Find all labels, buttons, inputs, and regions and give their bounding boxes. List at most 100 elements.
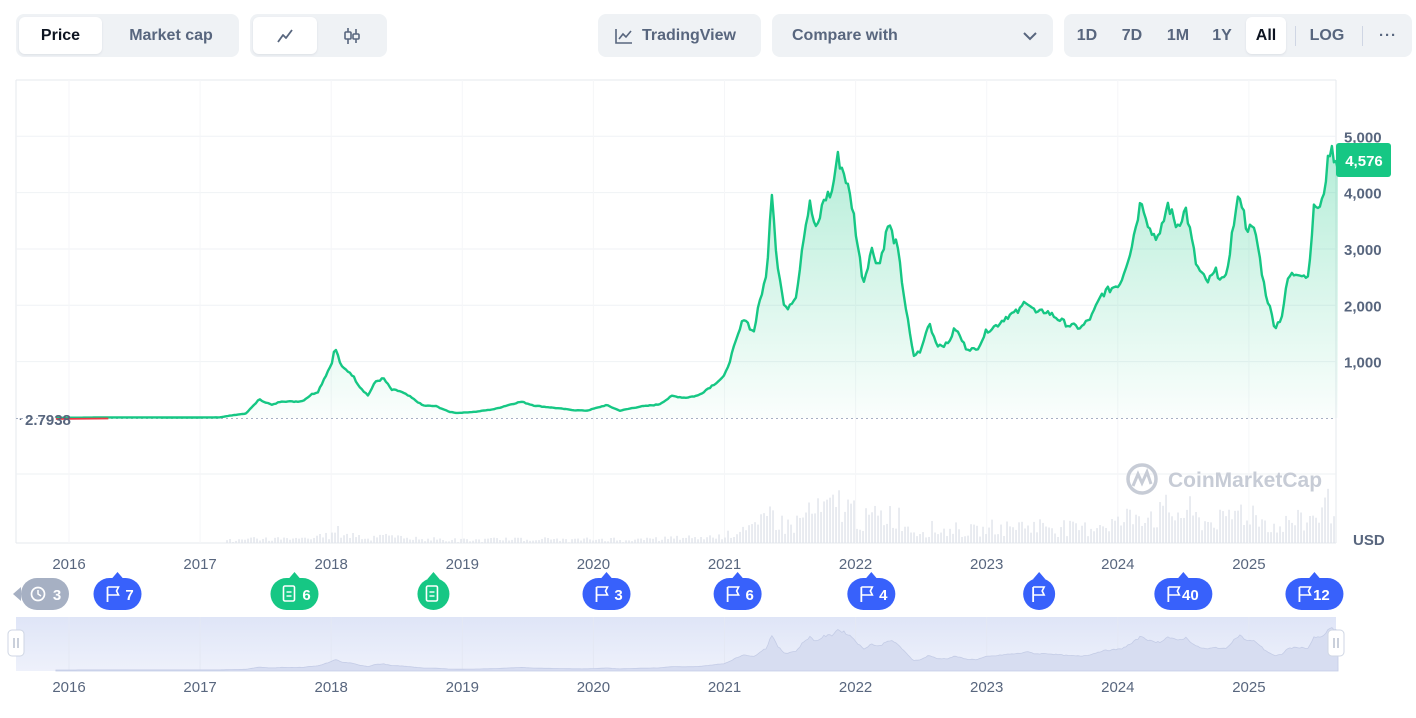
more-options-button[interactable]: ··· — [1379, 27, 1397, 44]
volume-bar — [703, 539, 705, 543]
candlestick-icon — [344, 27, 360, 44]
volume-bar — [1027, 525, 1029, 543]
event-marker-bg — [417, 578, 450, 610]
volume-bar — [742, 526, 744, 543]
volume-bar — [364, 538, 366, 543]
volume-bar — [655, 537, 657, 543]
volume-bar — [793, 532, 795, 543]
volume-bar — [808, 502, 810, 543]
volume-bar — [292, 538, 294, 543]
volume-bar — [295, 537, 297, 543]
volume-bar — [556, 538, 558, 543]
volume-bar — [1174, 520, 1176, 543]
event-marker-flag[interactable]: 3 — [582, 572, 631, 610]
range-all-button[interactable]: All — [1246, 17, 1286, 54]
volume-bar — [934, 532, 936, 543]
volume-bar — [385, 533, 387, 543]
navigator-right-handle[interactable] — [1327, 629, 1345, 657]
range-7d-button[interactable]: 7D — [1121, 26, 1143, 44]
volume-bar — [226, 540, 228, 543]
log-scale-button[interactable]: LOG — [1309, 26, 1345, 44]
event-marker-flag[interactable]: 4 — [847, 572, 896, 610]
time-range-selector: 1D 7D 1M 1Y All LOG ··· — [1064, 14, 1412, 57]
volume-bar — [328, 539, 330, 543]
event-marker-doc[interactable]: 6 — [270, 572, 319, 610]
volume-bar — [799, 517, 801, 543]
range-1d-button[interactable]: 1D — [1076, 26, 1098, 44]
volume-bar — [991, 519, 993, 543]
event-count: 6 — [745, 587, 753, 604]
range-navigator[interactable] — [7, 617, 1345, 672]
volume-bar — [829, 497, 831, 543]
volume-bar — [1138, 516, 1140, 543]
volume-bar — [1321, 507, 1323, 543]
volume-bar — [571, 539, 573, 543]
flag-icon — [726, 586, 740, 602]
volume-bar — [811, 513, 813, 543]
volume-bar — [1294, 525, 1296, 543]
volume-bar — [253, 537, 255, 543]
volume-bar — [955, 522, 957, 543]
volume-bar — [1213, 527, 1215, 543]
volume-bar — [478, 539, 480, 543]
range-1m-button[interactable]: 1M — [1166, 26, 1190, 44]
volume-bar — [1132, 524, 1134, 543]
document-icon — [425, 585, 439, 602]
event-count: 4 — [879, 587, 888, 604]
start-price-label: · 2.7938 — [18, 410, 71, 429]
y-tick-label: 2,000 — [1344, 298, 1382, 315]
navigator-left-handle[interactable] — [7, 629, 25, 657]
volume-bar — [409, 539, 411, 543]
volume-bar — [379, 534, 381, 543]
volume-bar — [1315, 517, 1317, 543]
volume-bar — [901, 531, 903, 543]
volume-bar — [241, 539, 243, 543]
event-marker-flag[interactable] — [1023, 572, 1056, 610]
volume-bar — [391, 535, 393, 543]
line-chart-button[interactable] — [253, 17, 317, 54]
volume-bar — [691, 538, 693, 543]
volume-bar — [745, 530, 747, 543]
range-1y-button[interactable]: 1Y — [1212, 26, 1232, 44]
event-marker-flag[interactable]: 12 — [1285, 572, 1344, 610]
x-tick-label: 2016 — [52, 556, 85, 573]
history-icon — [30, 586, 46, 602]
event-marker-doc[interactable] — [417, 572, 450, 610]
volume-bar — [250, 537, 252, 543]
chart-toolbar: Price Market cap TradingView Compare wit… — [16, 14, 1412, 58]
volume-bar — [1135, 514, 1137, 543]
x-tick-label: 2017 — [183, 556, 216, 573]
compare-with-dropdown[interactable]: Compare with — [772, 14, 1053, 57]
volume-bar — [856, 528, 858, 543]
volume-bar — [1240, 504, 1242, 543]
volume-bar — [817, 498, 819, 543]
volume-bar — [652, 538, 654, 543]
tab-price[interactable]: Price — [19, 17, 102, 54]
volume-bar — [1066, 536, 1068, 543]
candlestick-button[interactable] — [320, 17, 384, 54]
event-marker-history[interactable]: 3 — [13, 578, 69, 610]
volume-bar — [466, 539, 468, 543]
volume-bar — [1126, 508, 1128, 543]
volume-bar — [661, 539, 663, 543]
volume-bar — [1261, 519, 1263, 543]
volume-bar — [1030, 532, 1032, 543]
event-marker-flag[interactable]: 40 — [1154, 572, 1213, 610]
volume-bar — [475, 539, 477, 543]
volume-bar — [709, 535, 711, 543]
volume-bar — [1060, 527, 1062, 543]
volume-bar — [1282, 531, 1284, 543]
event-marker-flag[interactable]: 7 — [93, 572, 142, 610]
volume-bar — [940, 532, 942, 543]
event-marker-flag[interactable]: 6 — [713, 572, 762, 610]
volume-bar — [649, 538, 651, 543]
tradingview-button[interactable]: TradingView — [598, 14, 761, 57]
x-tick-label: 2024 — [1101, 556, 1134, 573]
volume-bar — [1015, 529, 1017, 543]
line-chart-icon — [277, 28, 293, 43]
tab-market-cap[interactable]: Market cap — [129, 26, 213, 44]
volume-bar — [910, 532, 912, 543]
volume-bar — [859, 529, 861, 543]
volume-bar — [235, 540, 237, 543]
